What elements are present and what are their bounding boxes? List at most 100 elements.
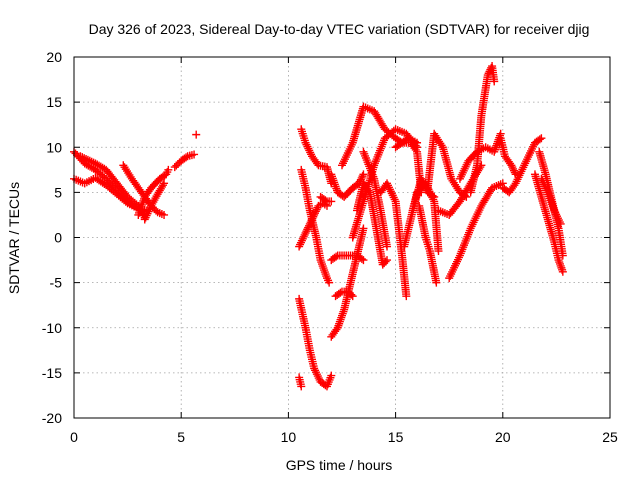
y-tick-label: -10 [42, 320, 62, 336]
data-point [359, 170, 368, 179]
x-tick-label: 20 [495, 429, 511, 445]
data-point [554, 216, 563, 225]
axis-ticks: 0 5 10 15 20 25 -20 -15 -10 -5 0 5 10 15 20 [42, 49, 618, 445]
data-point [430, 192, 439, 201]
data-point [303, 225, 312, 234]
data-point [537, 174, 546, 183]
data-point [314, 374, 323, 383]
data-point [304, 144, 313, 153]
grid [74, 57, 610, 418]
data-point [312, 205, 321, 214]
data-point [332, 252, 341, 261]
data-point [557, 263, 566, 272]
data-point [359, 256, 368, 265]
x-tick-label: 15 [388, 429, 404, 445]
data-point [298, 234, 307, 243]
y-tick-label: 20 [46, 49, 62, 65]
data-point [160, 179, 169, 188]
data-point [327, 371, 336, 380]
data-point [325, 278, 334, 287]
x-tick-label: 25 [602, 429, 618, 445]
data-point [144, 207, 153, 216]
x-axis-label: GPS time / hours [286, 457, 393, 473]
data-point [428, 191, 437, 200]
data-point [357, 254, 366, 263]
data-point [78, 153, 87, 162]
data-point [158, 181, 167, 190]
data-point [556, 261, 565, 270]
data-point [541, 184, 550, 193]
data-point [364, 186, 373, 195]
data-point [82, 154, 91, 163]
data-point [359, 224, 368, 233]
data-point [550, 206, 559, 215]
data-point [383, 256, 392, 265]
data-point [296, 238, 305, 247]
data-point [89, 158, 98, 167]
data-point [310, 364, 319, 373]
data-point [538, 176, 547, 185]
data-point [553, 214, 562, 223]
data-point [80, 154, 89, 163]
data-point [311, 366, 320, 375]
data-point [508, 163, 517, 172]
data-point [437, 141, 446, 150]
data-point [555, 218, 564, 227]
data-point [336, 288, 345, 297]
data-point [85, 156, 94, 165]
data-point [299, 232, 308, 241]
data-point [301, 138, 310, 147]
data-point [383, 242, 392, 251]
data-point [300, 230, 309, 239]
data-point [143, 209, 152, 218]
data-point [490, 77, 499, 86]
data-point [311, 207, 320, 216]
data-point [434, 247, 443, 256]
data-point [311, 368, 320, 377]
data-point [558, 265, 567, 274]
data-point [541, 182, 550, 191]
data-point [190, 150, 199, 159]
y-axis-label: SDTVAR / TECUs [6, 182, 22, 294]
y-tick-label: -15 [42, 365, 62, 381]
data-point [302, 140, 311, 149]
data-point [551, 208, 560, 217]
data-point [558, 267, 567, 276]
data-point [140, 215, 149, 224]
data-point [182, 153, 191, 162]
data-point [141, 213, 150, 222]
data-point [312, 370, 321, 379]
x-tick-label: 10 [281, 429, 297, 445]
chart-title: Day 326 of 2023, Sidereal Day-to-day VTE… [89, 21, 590, 37]
data-point [554, 256, 563, 265]
y-tick-label: 10 [46, 139, 62, 155]
x-tick-label: 5 [177, 429, 185, 445]
data-point [83, 155, 92, 164]
y-tick-label: 0 [54, 230, 62, 246]
data-point [537, 134, 546, 143]
y-tick-label: -20 [42, 410, 62, 426]
data-point [142, 211, 151, 220]
data-point [297, 236, 306, 245]
data-point [553, 212, 562, 221]
data-point [295, 242, 304, 251]
data-point [76, 152, 85, 161]
data-point [396, 139, 405, 148]
y-tick-label: -5 [50, 275, 63, 291]
data-point [555, 258, 564, 267]
data-point [358, 172, 367, 181]
data-point [347, 290, 356, 299]
x-tick-label: 0 [70, 429, 78, 445]
data-point [381, 257, 390, 266]
data-point [87, 157, 96, 166]
y-tick-label: 15 [46, 94, 62, 110]
data-point [556, 219, 565, 228]
data-point [419, 178, 428, 187]
data-point [542, 186, 551, 195]
data-point [327, 197, 336, 206]
data-point [306, 148, 315, 157]
data-point [507, 161, 516, 170]
data-point [164, 165, 173, 174]
data-point [509, 166, 518, 175]
